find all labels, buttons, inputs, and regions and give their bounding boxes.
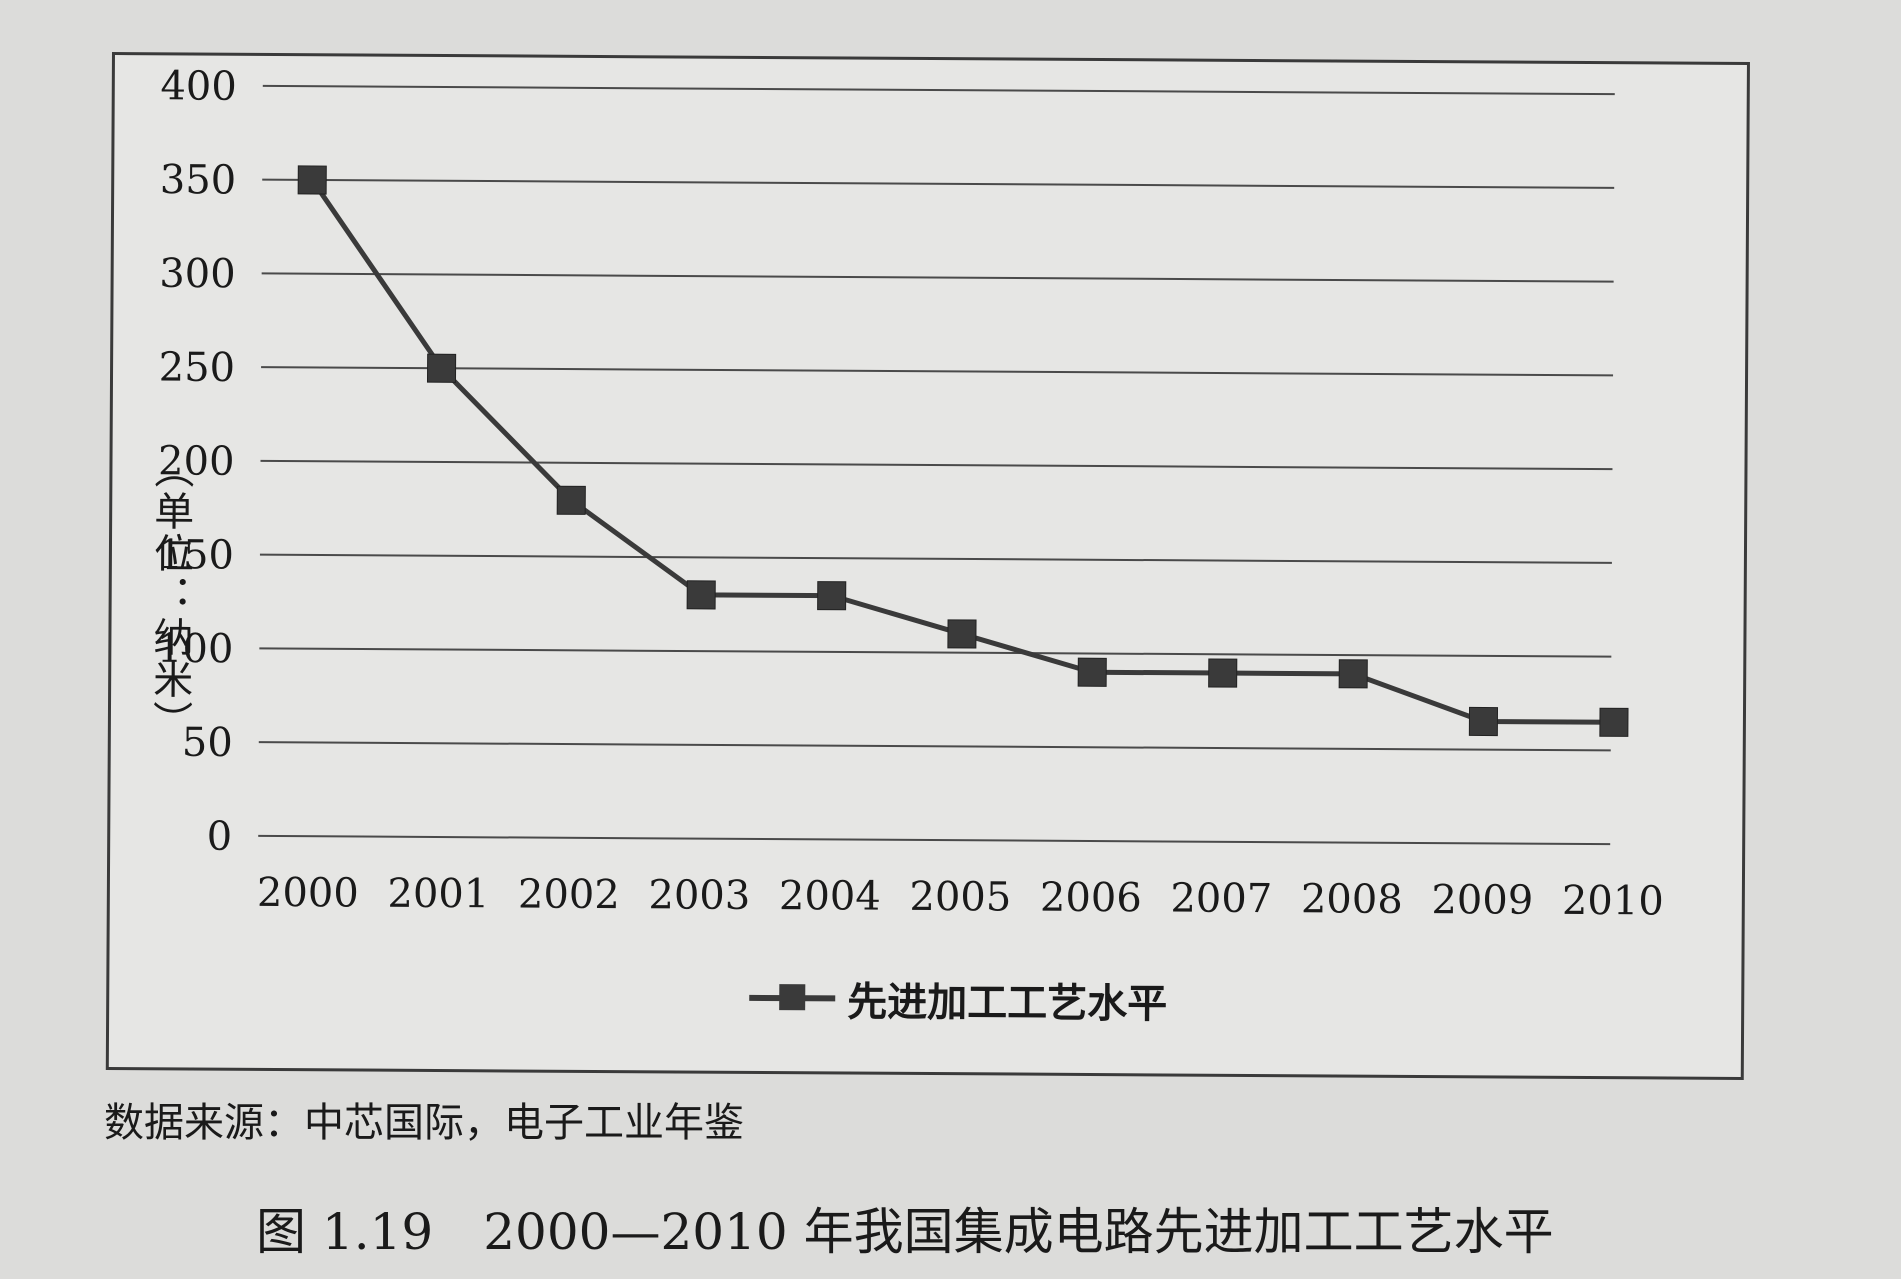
legend: 先进加工工艺水平 — [749, 969, 1167, 1030]
y-tick-label: 0 — [207, 814, 233, 860]
gridline — [262, 178, 1615, 189]
data-point-marker — [297, 165, 327, 195]
y-tick-label: 300 — [159, 251, 236, 297]
data-point-marker — [817, 581, 847, 611]
y-axis-label: （单位：纳米） — [145, 448, 194, 743]
gridline — [258, 834, 1611, 846]
y-tick-label: 50 — [182, 720, 233, 766]
data-point-marker — [1077, 657, 1107, 687]
data-point-marker — [686, 580, 716, 610]
gridline — [259, 553, 1612, 564]
legend-label: 先进加工工艺水平 — [847, 979, 1168, 1028]
gridline — [258, 741, 1611, 752]
data-source-note: 数据来源：中芯国际，电子工业年鉴 — [104, 1100, 744, 1146]
chart-frame: 0 50 100 150 200 250 300 350 400 2000 2001 2002 2003… — [105, 52, 1750, 1080]
x-tick-label: 2003 — [648, 872, 750, 919]
x-tick-label: 2002 — [518, 871, 620, 918]
gridline — [262, 84, 1615, 96]
x-tick-label: 2004 — [779, 873, 881, 920]
figure-caption: 图 1.19 2000—2010 年我国集成电路先进加工工艺水平 — [256, 1203, 1554, 1261]
y-tick-label: 400 — [160, 63, 237, 109]
y-tick-label: 100 — [157, 626, 234, 672]
gridline — [261, 366, 1614, 377]
x-tick-label: 2007 — [1170, 875, 1272, 922]
x-tick-label: 2001 — [387, 871, 489, 918]
data-point-marker — [947, 619, 977, 649]
y-tick-label: 200 — [158, 438, 235, 484]
gridline — [261, 272, 1614, 283]
x-tick-label: 2005 — [909, 874, 1011, 921]
data-point-marker — [556, 485, 586, 515]
x-tick-label: 2009 — [1431, 877, 1533, 924]
line-chart: 0 50 100 150 200 250 300 350 400 2000 2001 2002 2003… — [157, 63, 1664, 925]
x-tick-label: 2010 — [1562, 878, 1664, 925]
y-tick-label: 250 — [159, 345, 236, 391]
gridline — [259, 647, 1612, 658]
data-point-marker — [426, 353, 457, 383]
x-tick-label: 2008 — [1301, 876, 1403, 923]
data-point-marker — [1599, 707, 1629, 737]
y-tick-label: 150 — [157, 532, 234, 578]
data-point-marker — [1208, 658, 1238, 688]
x-tick-label: 2006 — [1040, 875, 1142, 922]
gridline — [260, 459, 1613, 471]
legend-marker — [749, 994, 836, 1002]
data-point-marker — [1338, 659, 1368, 689]
data-point-marker — [1468, 706, 1499, 737]
x-tick-label: 2000 — [257, 870, 359, 917]
y-tick-label: 350 — [160, 157, 237, 203]
